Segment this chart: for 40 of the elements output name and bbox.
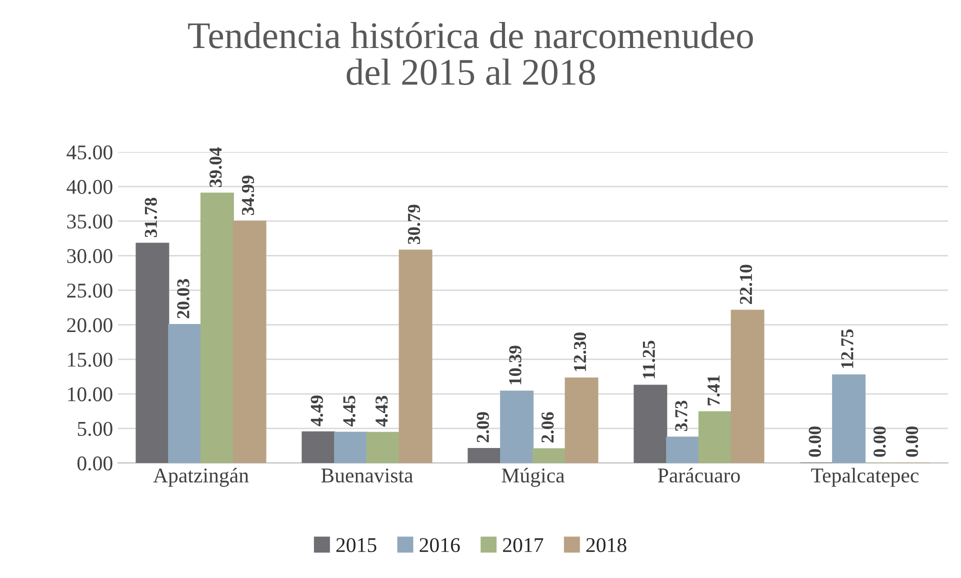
x-tick-label: Apatzingán <box>153 468 249 487</box>
data-label: 4.49 <box>310 395 324 426</box>
legend-label: 2018 <box>586 538 626 552</box>
x-tick-label: Múgica <box>502 468 565 487</box>
data-label: 4.45 <box>343 396 356 426</box>
y-tick-label: 5.00 <box>78 422 112 436</box>
data-label: 30.79 <box>408 204 420 244</box>
y-tick-label: 25.00 <box>67 284 112 298</box>
data-label: 22.10 <box>740 264 752 304</box>
data-label: 0.00 <box>808 426 822 457</box>
y-tick-label: 45.00 <box>66 145 112 160</box>
chart-title: Tendencia histórica de narcomenudeo del 2015 al 2018 <box>188 22 753 85</box>
data-label: 4.43 <box>376 396 388 427</box>
data-label: 39.04 <box>210 147 222 187</box>
x-tick-label: Tepalcatepec <box>811 468 919 487</box>
data-label: 2.09 <box>476 412 490 442</box>
x-tick-label: Parácuaro <box>658 468 740 483</box>
y-tick-label: 15.00 <box>68 352 112 367</box>
x-tick-label: Buenavista <box>321 468 413 483</box>
data-label: 10.39 <box>509 346 522 384</box>
y-tick-label: 0.00 <box>77 456 112 471</box>
legend-label: 2016 <box>420 538 460 552</box>
y-tick-label: 20.00 <box>67 318 112 332</box>
data-label: 2.06 <box>542 412 554 442</box>
y-tick-label: 35.00 <box>67 214 112 229</box>
data-label: 3.73 <box>675 400 688 432</box>
data-label: 34.99 <box>242 176 254 215</box>
legend-label: 2015 <box>336 538 376 552</box>
data-label: 0.00 <box>906 426 918 457</box>
data-label: 31.78 <box>144 198 158 238</box>
data-label: 11.25 <box>642 340 656 378</box>
legend-label: 2017 <box>503 538 544 552</box>
y-tick-label: 40.00 <box>66 180 112 194</box>
y-tick-label: 30.00 <box>67 249 112 264</box>
data-label: 0.00 <box>874 426 886 457</box>
data-label: 12.75 <box>841 329 854 368</box>
data-label: 12.30 <box>574 332 586 372</box>
data-label: 7.41 <box>708 376 720 406</box>
y-tick-label: 10.00 <box>68 387 112 402</box>
data-label: 20.03 <box>177 279 190 318</box>
